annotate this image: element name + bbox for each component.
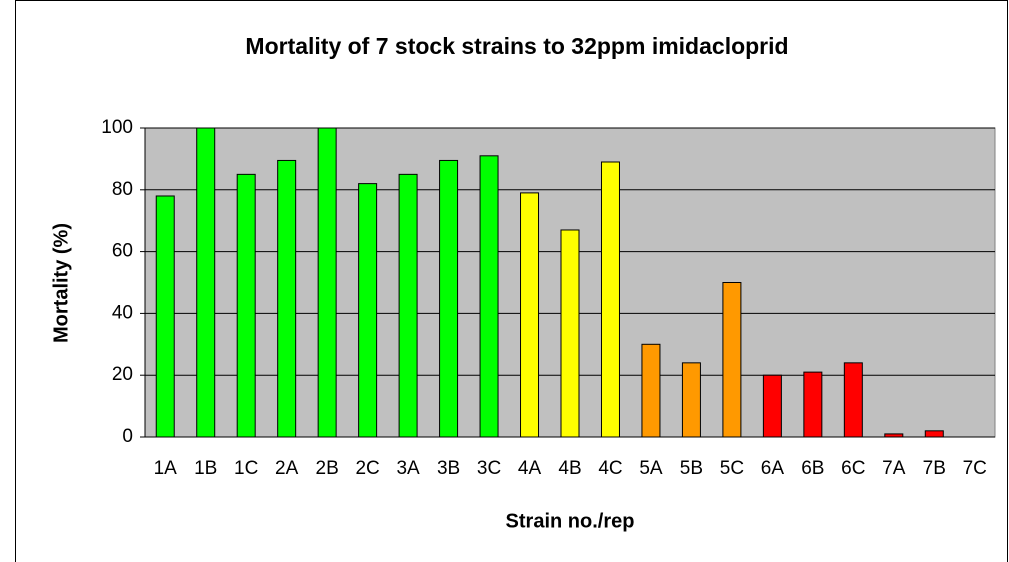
bar (681, 362, 701, 438)
y-tick-label: 100 (101, 117, 133, 138)
chart-title: Mortality of 7 stock strains to 32ppm im… (245, 33, 788, 59)
x-tick-label: 7C (963, 458, 987, 479)
x-tick-label: 4C (598, 458, 622, 479)
bar (236, 173, 256, 438)
bar (843, 362, 863, 438)
bar (520, 192, 540, 438)
x-tick-label: 1C (234, 458, 258, 479)
x-tick-label: 5C (720, 458, 744, 479)
x-tick-label: 7B (923, 458, 946, 479)
x-tick-label: 3C (477, 458, 501, 479)
x-tick-label: 1A (154, 458, 178, 479)
y-tick-label: 40 (112, 302, 133, 323)
x-tick-label: 2A (275, 458, 299, 479)
x-tick-label: 6A (761, 458, 785, 479)
x-tick-label: 4B (558, 458, 581, 479)
x-tick-label: 7A (882, 458, 906, 479)
bar (439, 159, 459, 438)
bar (600, 161, 620, 438)
x-tick-label: 2C (355, 458, 379, 479)
y-axis-label: Mortality (%) (50, 223, 72, 343)
x-tick-label: 5A (639, 458, 663, 479)
x-tick-label: 6C (841, 458, 865, 479)
bar (762, 374, 782, 438)
x-tick-label: 4A (518, 458, 542, 479)
bar (560, 229, 580, 438)
bar (155, 195, 175, 438)
x-tick-label: 5B (680, 458, 703, 479)
bar (641, 343, 661, 438)
bar (479, 155, 499, 438)
x-axis-label: Strain no./rep (506, 510, 635, 532)
x-tick-label: 6B (801, 458, 824, 479)
x-tick-label: 1B (194, 458, 217, 479)
y-tick-label: 80 (112, 179, 133, 200)
x-tick-label: 2B (316, 458, 339, 479)
bar (317, 127, 337, 438)
y-tick-label: 60 (112, 241, 133, 262)
bar (722, 282, 742, 438)
bar (358, 183, 378, 438)
x-tick-label: 3B (437, 458, 460, 479)
bar (277, 159, 297, 438)
bar (398, 173, 418, 438)
bar (803, 371, 823, 438)
bar (196, 127, 216, 438)
bar (924, 430, 944, 438)
x-tick-label: 3A (396, 458, 420, 479)
y-tick-label: 0 (122, 426, 133, 447)
y-tick-label: 20 (112, 364, 133, 385)
